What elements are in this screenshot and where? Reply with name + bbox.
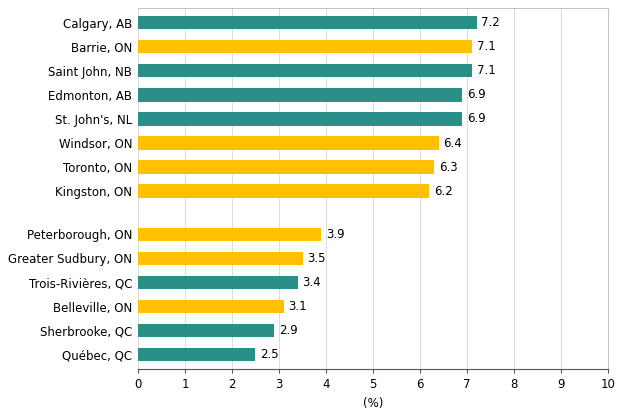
- Text: 2.9: 2.9: [279, 324, 298, 337]
- Bar: [138, 324, 275, 337]
- Bar: [138, 276, 298, 289]
- X-axis label: (%): (%): [363, 397, 383, 410]
- Bar: [138, 300, 284, 313]
- Text: 3.4: 3.4: [303, 276, 321, 289]
- Bar: [138, 161, 434, 173]
- Bar: [138, 184, 429, 198]
- Bar: [138, 252, 303, 265]
- Text: 3.5: 3.5: [307, 252, 326, 265]
- Bar: [138, 228, 321, 241]
- Bar: [138, 40, 472, 54]
- Text: 7.2: 7.2: [481, 16, 500, 29]
- Bar: [138, 88, 462, 102]
- Text: 6.3: 6.3: [439, 161, 457, 173]
- Bar: [138, 16, 477, 29]
- Bar: [138, 348, 255, 361]
- Bar: [138, 136, 439, 150]
- Text: 6.2: 6.2: [434, 185, 453, 198]
- Text: 7.1: 7.1: [477, 40, 495, 54]
- Bar: [138, 112, 462, 125]
- Text: 6.4: 6.4: [444, 137, 462, 150]
- Text: 3.9: 3.9: [326, 228, 344, 241]
- Text: 2.5: 2.5: [260, 348, 279, 361]
- Text: 6.9: 6.9: [467, 89, 486, 102]
- Text: 6.9: 6.9: [467, 112, 486, 125]
- Bar: [138, 64, 472, 77]
- Text: 7.1: 7.1: [477, 64, 495, 77]
- Text: 3.1: 3.1: [288, 300, 307, 313]
